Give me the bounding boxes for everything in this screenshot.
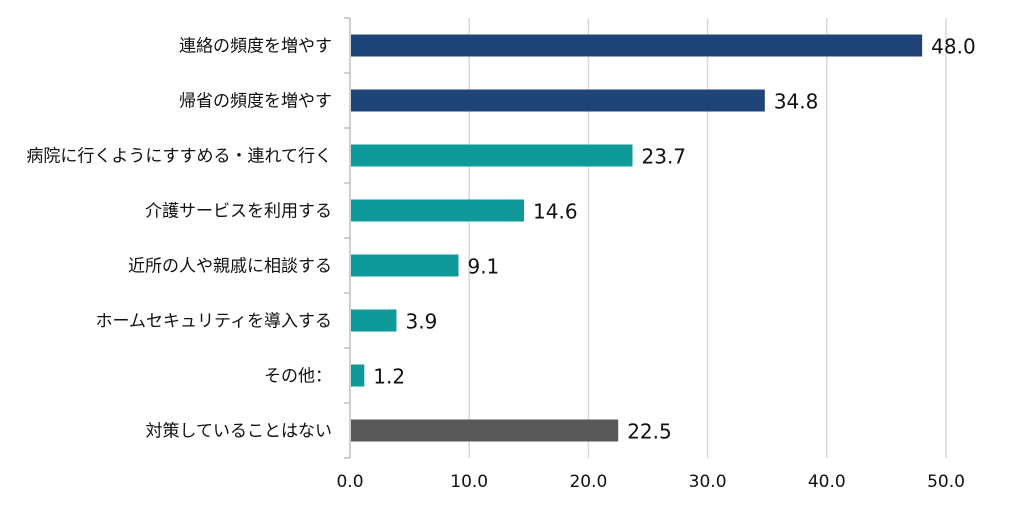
category-label: 帰省の頻度を増やす <box>179 92 332 112</box>
x-tick-label: 50.0 <box>927 472 965 492</box>
data-label: 1.2 <box>373 365 405 389</box>
bar <box>351 34 923 57</box>
x-tick-label: 20.0 <box>569 472 607 492</box>
bar <box>351 144 633 167</box>
category-label: 対策していることはない <box>146 422 333 442</box>
bar <box>351 309 397 332</box>
data-label: 34.8 <box>774 90 819 114</box>
gridlines <box>468 18 947 458</box>
x-tick-label: 10.0 <box>450 472 488 492</box>
category-axis <box>344 17 351 459</box>
x-tick-label: 30.0 <box>689 472 727 492</box>
x-tick-label: 40.0 <box>808 472 846 492</box>
data-label: 14.6 <box>533 200 578 224</box>
bar <box>351 364 365 387</box>
category-label: その他： <box>264 367 332 387</box>
bars <box>351 34 923 442</box>
bar <box>351 254 459 277</box>
category-label: ホームセキュリティを導入する <box>96 312 332 332</box>
bar <box>351 419 619 442</box>
category-label: 近所の人や親戚に相談する <box>128 257 332 277</box>
category-label: 病院に行くようにすすめる・連れて行く <box>26 147 332 167</box>
data-label: 22.5 <box>627 420 672 444</box>
category-label: 介護サービスを利用する <box>145 202 332 222</box>
bar <box>351 89 765 112</box>
category-label: 連絡の頻度を増やす <box>179 37 332 57</box>
data-label: 9.1 <box>467 255 499 279</box>
data-label: 48.0 <box>931 35 976 59</box>
data-label: 3.9 <box>405 310 437 334</box>
bar <box>351 199 525 222</box>
data-label: 23.7 <box>642 145 687 169</box>
labels: 0.0 10.0 20.0 30.0 40.0 50.0 連絡の頻度を増やす 48.0 帰省の頻… <box>26 35 975 493</box>
x-tick-label: 0.0 <box>336 472 363 492</box>
